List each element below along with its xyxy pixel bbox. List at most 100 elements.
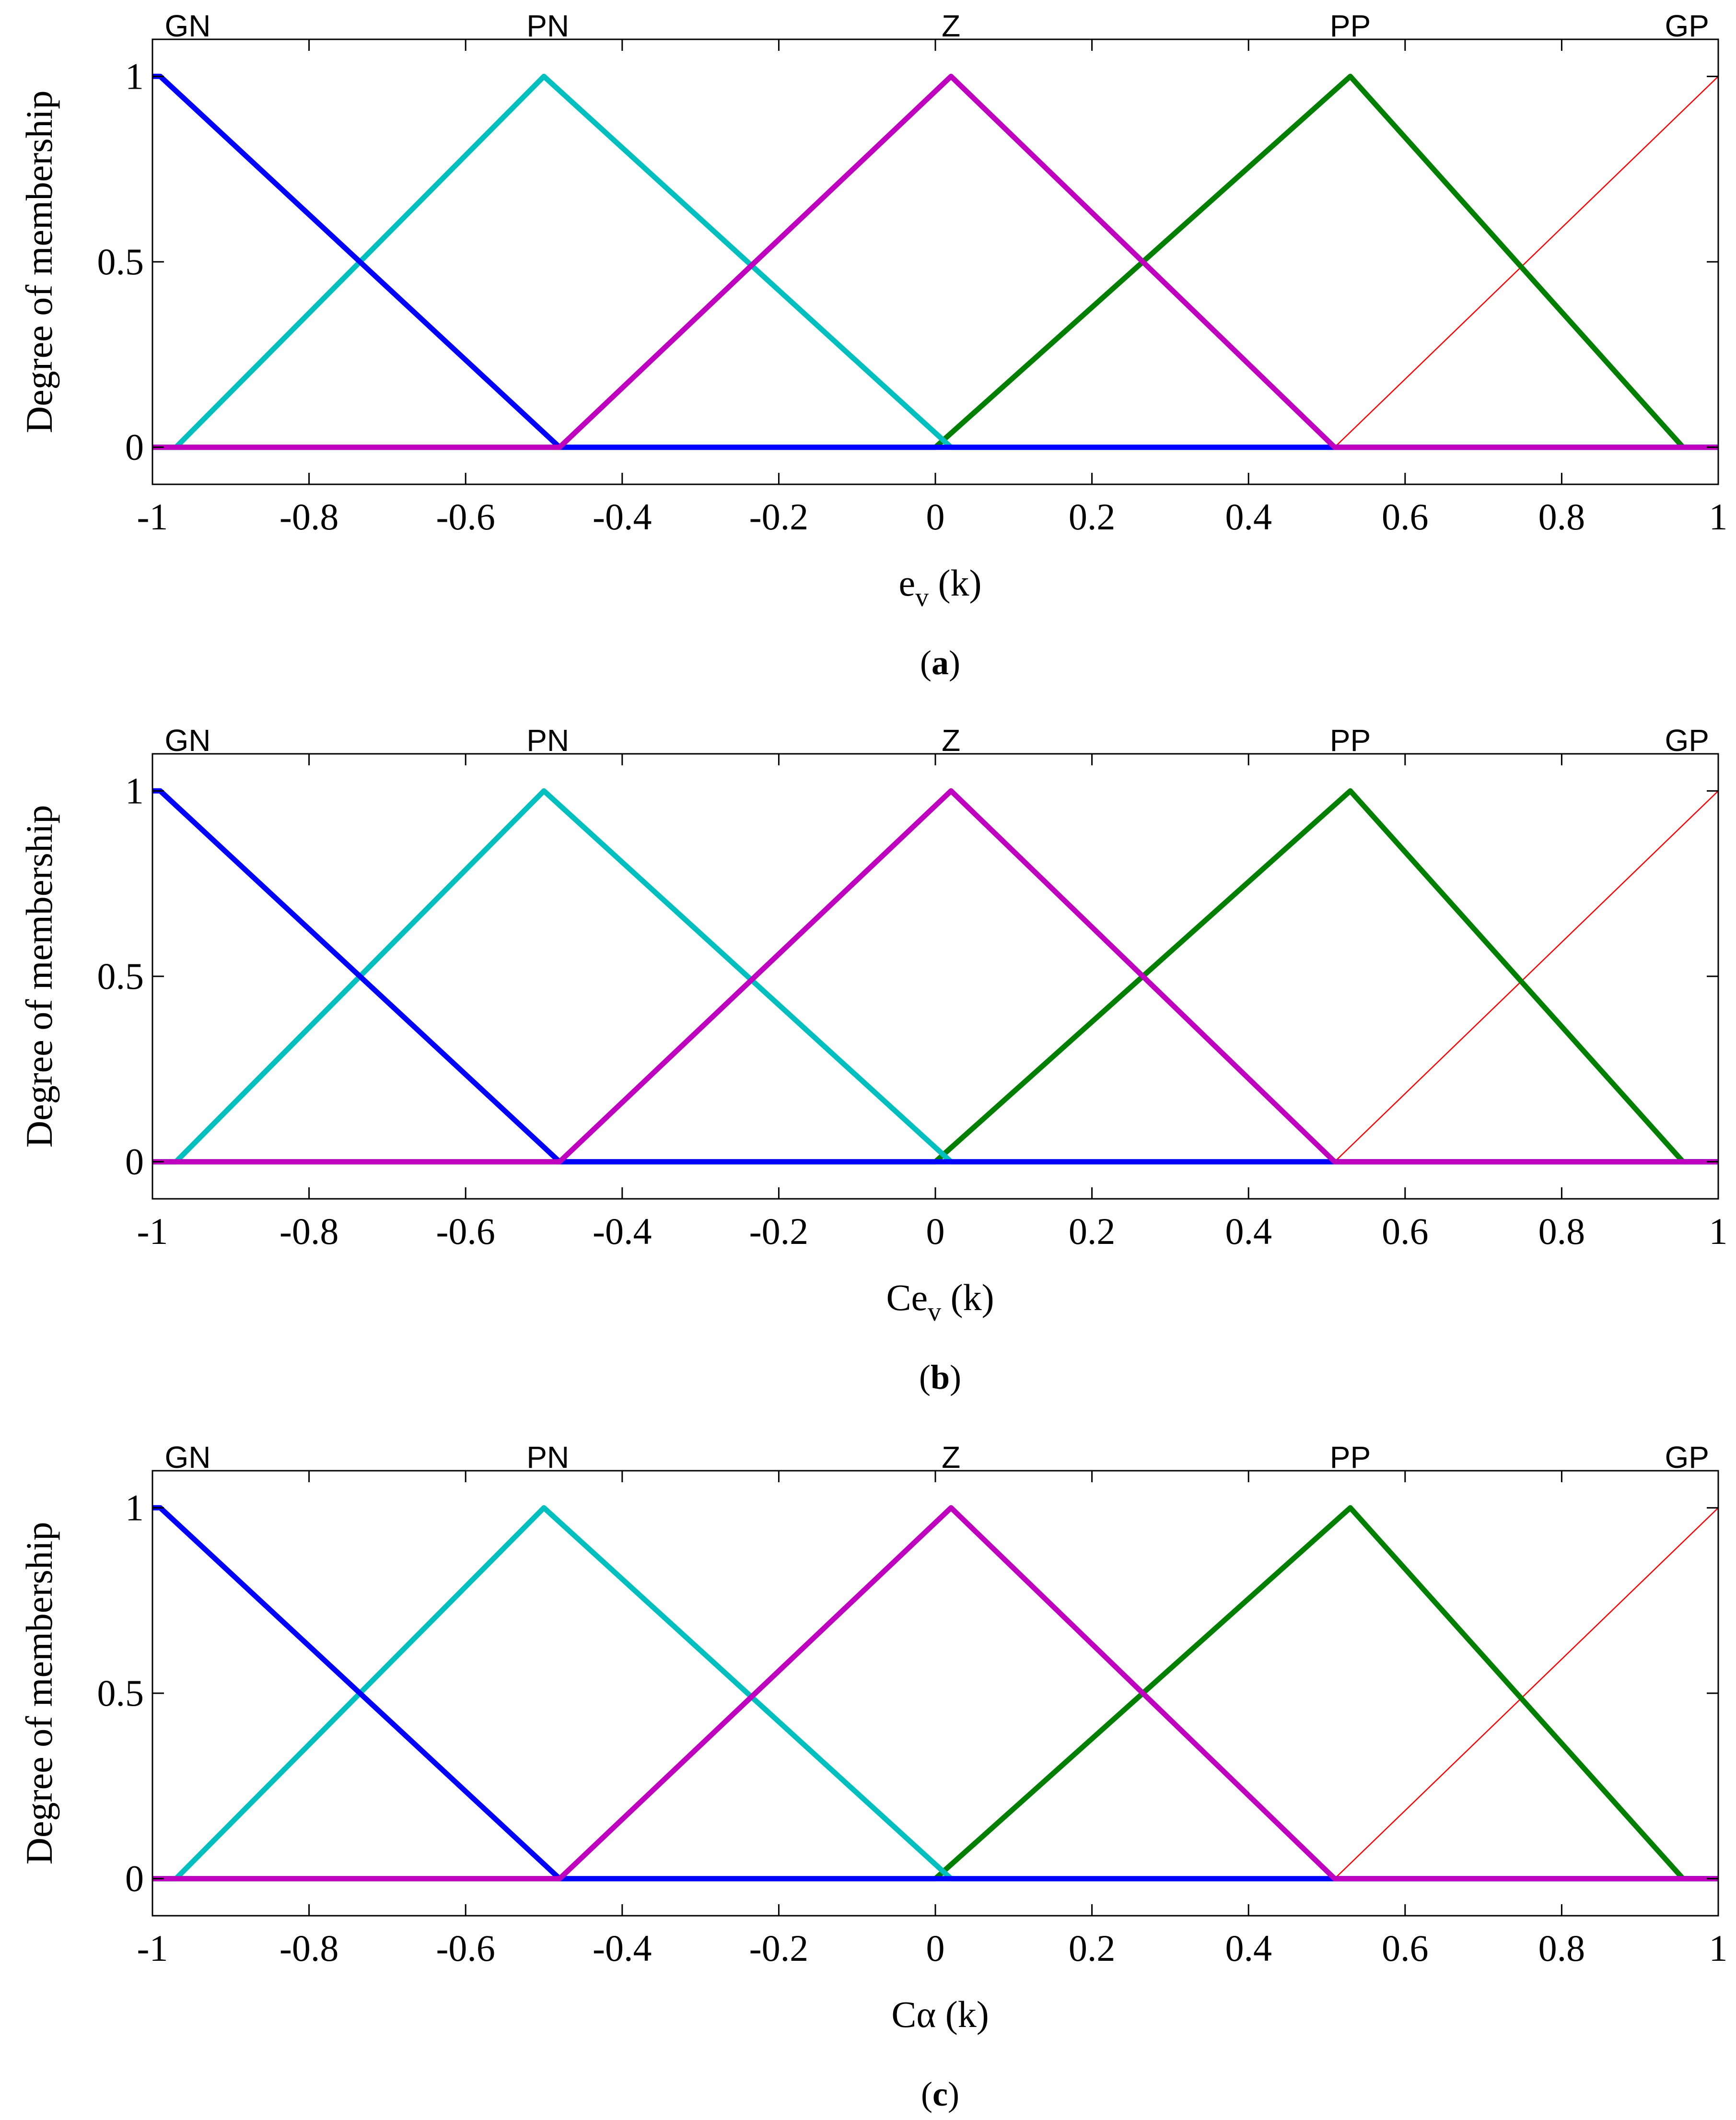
mf-label-z: Z <box>942 9 960 43</box>
mf-label-pp: PP <box>1330 723 1371 758</box>
series-line-pp <box>152 73 1718 450</box>
plot-frame <box>151 1470 1719 1917</box>
mf-label-pp: PP <box>1330 1440 1371 1475</box>
caption-open: ( <box>919 1358 931 1396</box>
mf-label-gp: GP <box>1665 1440 1709 1475</box>
x-axis-label-rest: (k) <box>936 1993 989 2035</box>
mf-label-gn: GN <box>164 723 210 758</box>
y-tick-label: 0.5 <box>97 241 144 282</box>
series-line-gn <box>152 788 1718 1165</box>
plot-frame <box>151 753 1719 1200</box>
x-tick-label: 0.2 <box>1069 496 1116 538</box>
mf-label-gp: GP <box>1665 9 1709 43</box>
plot-frame <box>151 38 1719 485</box>
x-tick-label: 0 <box>926 1927 945 1969</box>
caption-letter: b <box>931 1358 950 1396</box>
series-line-gn <box>152 73 1718 450</box>
mf-label-z: Z <box>942 1440 960 1475</box>
y-tick-label: 1 <box>125 1487 144 1528</box>
mf-label-gn: GN <box>164 1440 210 1475</box>
series-line-pp <box>152 1505 1718 1882</box>
x-tick-label: 0.2 <box>1069 1210 1116 1252</box>
x-axis-label-main: Ce <box>886 1277 928 1318</box>
x-tick-label: -0.4 <box>593 1210 652 1252</box>
chart-panel-a: GN PN Z PP GP -1 -0.8 -0.6 -0.4 -0.2 0 0.2 0.4 0.6 0.8… <box>18 9 1728 682</box>
x-axis-label-main: e <box>898 562 915 604</box>
series-line-pn <box>152 73 1718 450</box>
x-axis-label-subscript: v <box>928 1297 941 1327</box>
x-tick-label: 0.4 <box>1225 496 1272 538</box>
x-axis-label: Cα (k) <box>891 1993 989 2035</box>
x-tick-label: 1 <box>1709 496 1728 538</box>
mf-label-pn: PN <box>526 723 569 758</box>
chart-panel-c: GN PN Z PP GP -1 -0.8 -0.6 -0.4 -0.2 0 0.2 0.4 0.6 0.8… <box>18 1440 1728 2113</box>
x-axis-label: Cev (k) <box>886 1277 994 1327</box>
caption-close: ) <box>948 2075 959 2113</box>
x-axis-label: ev (k) <box>898 562 981 612</box>
panel-caption: (b) <box>919 1358 961 1396</box>
x-tick-label: 1 <box>1709 1210 1728 1252</box>
x-tick-label: 0.6 <box>1382 1927 1429 1969</box>
mf-label-pn: PN <box>526 9 569 43</box>
x-tick-label: 0.2 <box>1069 1927 1116 1969</box>
series-line-z <box>152 788 1718 1165</box>
y-tick-label: 0.5 <box>97 955 144 997</box>
caption-letter: c <box>932 2075 948 2113</box>
mf-label-gn: GN <box>164 9 210 43</box>
y-tick-label: 0 <box>125 1858 144 1899</box>
x-axis-label-main: Cα <box>891 1993 936 2035</box>
x-tick-label: -0.2 <box>749 1210 808 1252</box>
y-tick-label: 1 <box>125 770 144 811</box>
series-line-gn <box>152 1505 1718 1882</box>
series-line-z <box>152 73 1718 450</box>
mf-label-pn: PN <box>526 1440 569 1475</box>
x-axis-label-rest: (k) <box>941 1277 994 1318</box>
x-tick-label: 0 <box>926 1210 945 1252</box>
caption-close: ) <box>950 1358 961 1396</box>
y-axis-label: Degree of membership <box>18 91 60 433</box>
x-tick-label: -1 <box>137 496 168 538</box>
mf-label-pp: PP <box>1330 9 1371 43</box>
y-tick-label: 1 <box>125 55 144 97</box>
x-tick-label: -0.4 <box>593 496 652 538</box>
x-axis-label-rest: (k) <box>929 562 981 604</box>
series-line-pp <box>152 788 1718 1165</box>
x-tick-label: 0.4 <box>1225 1927 1272 1969</box>
caption-open: ( <box>920 644 932 682</box>
series-line-gp <box>1334 790 1719 1162</box>
x-tick-label: -0.6 <box>436 1927 495 1969</box>
x-tick-label: -0.2 <box>749 496 808 538</box>
x-tick-label: 0 <box>926 496 945 538</box>
panel-caption: (c) <box>921 2075 959 2113</box>
caption-close: ) <box>949 644 960 682</box>
x-tick-label: -0.8 <box>280 1210 338 1252</box>
x-tick-label: 0.6 <box>1382 496 1429 538</box>
caption-open: ( <box>921 2075 932 2113</box>
mf-label-gp: GP <box>1665 723 1709 758</box>
x-tick-label: 0.8 <box>1538 1927 1585 1969</box>
x-tick-label: -1 <box>137 1210 168 1252</box>
series-line-pn <box>152 1505 1718 1882</box>
chart-panel-b: GN PN Z PP GP -1 -0.8 -0.6 -0.4 -0.2 0 0.2 0.4 0.6 0.8… <box>18 723 1728 1396</box>
series-line-z <box>152 1505 1718 1882</box>
x-tick-label: 0.4 <box>1225 1210 1272 1252</box>
panel-caption: (a) <box>920 644 960 682</box>
series-line-pn <box>152 788 1718 1165</box>
y-axis-label: Degree of membership <box>18 1522 60 1865</box>
x-tick-label: -0.6 <box>436 496 495 538</box>
y-tick-label: 0 <box>125 426 144 468</box>
x-tick-label: -0.2 <box>749 1927 808 1969</box>
x-tick-label: -1 <box>137 1927 168 1969</box>
mf-label-z: Z <box>942 723 960 758</box>
y-axis-label: Degree of membership <box>18 805 60 1148</box>
x-tick-label: 0.6 <box>1382 1210 1429 1252</box>
x-axis-label-subscript: v <box>915 583 929 612</box>
series-line-gp <box>1334 76 1719 448</box>
x-tick-label: -0.8 <box>280 496 338 538</box>
x-tick-label: -0.4 <box>593 1927 652 1969</box>
series-line-gp <box>1334 1507 1719 1879</box>
x-tick-label: 1 <box>1709 1927 1728 1969</box>
y-tick-label: 0.5 <box>97 1672 144 1714</box>
x-tick-label: 0.8 <box>1538 496 1585 538</box>
